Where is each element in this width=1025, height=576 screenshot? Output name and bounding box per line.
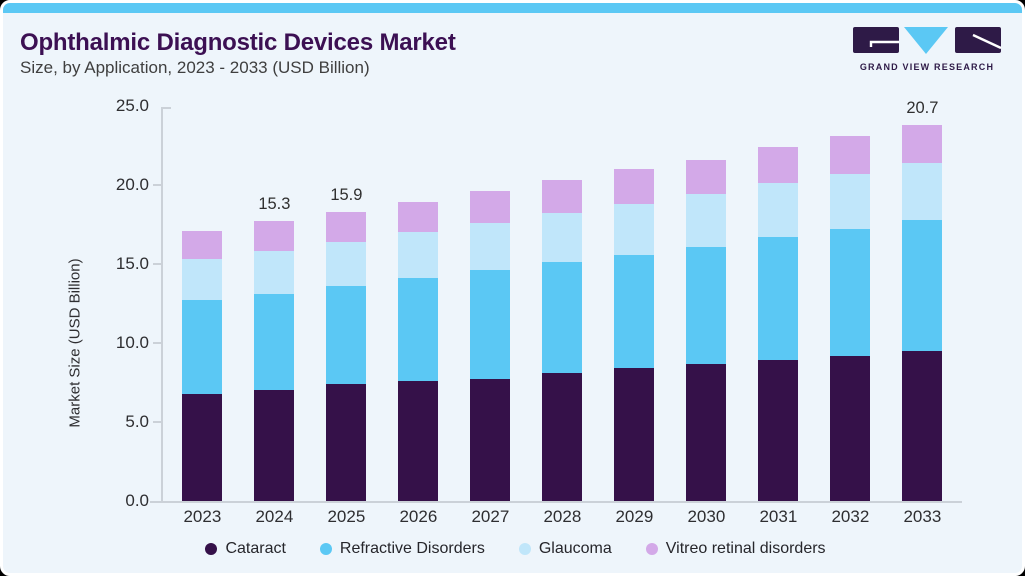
bar-total-label: 20.7	[906, 98, 939, 117]
x-axis-line	[150, 500, 962, 503]
x-category-label: 2031	[759, 507, 798, 526]
x-category-label: 2032	[831, 507, 870, 526]
bar-segment-glaucoma	[830, 173, 871, 230]
page-title: Ophthalmic Diagnostic Devices Market	[20, 29, 456, 56]
bar-segment-cataract	[758, 360, 799, 501]
bar-segment-glaucoma	[542, 213, 583, 263]
x-category-label: 2023	[183, 507, 222, 526]
bar-segment-glaucoma	[686, 194, 727, 247]
bar-segment-vitreo-retinal-disorders	[182, 230, 223, 260]
bar-segment-vitreo-retinal-disorders	[398, 202, 439, 233]
y-tick-label: 25.0	[115, 96, 149, 115]
bar-segment-vitreo-retinal-disorders	[470, 191, 511, 223]
bar-segment-cataract	[398, 380, 439, 501]
y-tick-mark	[153, 342, 162, 344]
bar-segment-refractive-disorders	[470, 270, 511, 380]
y-tick-mark	[153, 421, 162, 423]
legend-item: Glaucoma	[518, 540, 612, 558]
x-category-label: 2025	[327, 507, 366, 526]
legend-dot-icon	[205, 543, 218, 555]
top-accent-bar	[3, 3, 1022, 13]
y-tick-mark	[153, 263, 162, 265]
y-tick-label: 15.0	[115, 254, 149, 273]
bar-segment-refractive-disorders	[758, 237, 799, 361]
y-tick-label: 0.0	[125, 491, 149, 510]
legend-item: Vitreo retinal disorders	[645, 540, 826, 558]
bar-segment-glaucoma	[326, 241, 367, 287]
bar-segment-glaucoma	[758, 183, 799, 238]
x-category-label: 2029	[615, 507, 654, 526]
legend-dot-icon	[518, 543, 531, 555]
bar-segment-cataract	[686, 363, 727, 501]
bar-total-label: 15.3	[258, 195, 291, 214]
y-tick-label: 20.0	[115, 175, 149, 194]
legend-label: Vitreo retinal disorders	[665, 540, 826, 557]
bar-segment-refractive-disorders	[398, 278, 439, 381]
bar-segment-refractive-disorders	[614, 254, 655, 369]
bar-segment-vitreo-retinal-disorders	[614, 169, 655, 204]
bar-segment-cataract	[614, 368, 655, 501]
legend-label: Glaucoma	[538, 540, 612, 557]
y-tick-label: 5.0	[125, 412, 149, 431]
legend-item: Refractive Disorders	[319, 540, 485, 558]
bar-segment-refractive-disorders	[254, 294, 295, 391]
x-category-label: 2024	[255, 507, 294, 526]
gvr-logo: GRAND VIEW RESEARCH	[852, 26, 1002, 72]
x-category-label: 2033	[903, 507, 942, 526]
y-axis-title: Market Size (USD Billion)	[66, 258, 84, 428]
bar-segment-refractive-disorders	[830, 229, 871, 356]
bar-segment-cataract	[902, 350, 943, 501]
bar-segment-vitreo-retinal-disorders	[758, 147, 799, 184]
bar-segment-cataract	[470, 379, 511, 501]
bar-segment-cataract	[182, 393, 223, 501]
bar-segment-vitreo-retinal-disorders	[326, 211, 367, 242]
bar-segment-vitreo-retinal-disorders	[542, 180, 583, 214]
bar-segment-vitreo-retinal-disorders	[686, 159, 727, 195]
bar-segment-cataract	[326, 384, 367, 501]
bar-segment-vitreo-retinal-disorders	[902, 124, 943, 163]
bar-segment-refractive-disorders	[686, 246, 727, 364]
bar-segment-glaucoma	[398, 232, 439, 279]
legend-item: Cataract	[205, 540, 286, 558]
y-axis-top-cap	[161, 107, 171, 109]
bar-segment-refractive-disorders	[542, 262, 583, 373]
bar-segment-glaucoma	[470, 222, 511, 271]
legend-dot-icon	[645, 543, 658, 555]
y-axis-line	[161, 107, 163, 502]
bar-segment-refractive-disorders	[902, 219, 943, 351]
logo-text: GRAND VIEW RESEARCH	[859, 62, 995, 72]
bar-segment-refractive-disorders	[182, 300, 223, 394]
bar-segment-refractive-disorders	[326, 286, 367, 385]
legend-label: Refractive Disorders	[339, 540, 485, 557]
legend-label: Cataract	[225, 540, 286, 557]
bar-segment-cataract	[830, 355, 871, 501]
legend-dot-icon	[319, 543, 332, 555]
bar-segment-glaucoma	[614, 203, 655, 255]
bar-segment-glaucoma	[182, 259, 223, 301]
bar-segment-vitreo-retinal-disorders	[830, 136, 871, 174]
x-category-label: 2028	[543, 507, 582, 526]
legend: Cataract Refractive Disorders Glaucoma Vitr…	[3, 540, 1022, 558]
y-tick-mark	[153, 184, 162, 186]
bar-segment-cataract	[254, 390, 295, 501]
chart-area: Market Size (USD Billion) 0.0 5.0 10.0 15.0…	[3, 3, 1022, 573]
logo-mark-icon	[853, 27, 1002, 54]
bar-total-label: 15.9	[330, 185, 363, 204]
y-tick-label: 10.0	[115, 333, 149, 352]
bar-segment-vitreo-retinal-disorders	[254, 221, 295, 252]
page-subtitle: Size, by Application, 2023 - 2033 (USD B…	[20, 58, 370, 77]
bar-segment-cataract	[542, 373, 583, 501]
bar-segment-glaucoma	[902, 162, 943, 220]
x-category-label: 2030	[687, 507, 726, 526]
bar-segment-glaucoma	[254, 251, 295, 295]
x-category-label: 2026	[399, 507, 438, 526]
x-category-label: 2027	[471, 507, 510, 526]
